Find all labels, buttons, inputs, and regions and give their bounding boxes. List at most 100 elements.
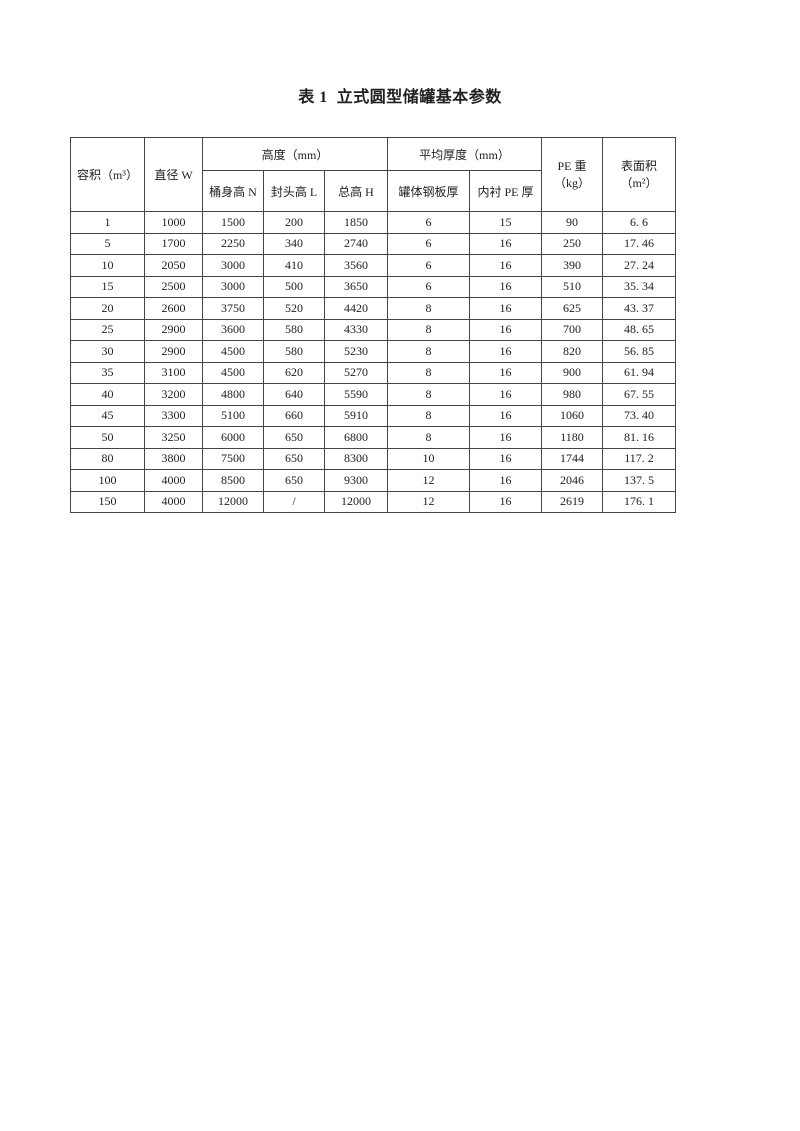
header-pe-lining-thickness: 内衬 PE 厚 <box>468 170 543 212</box>
table-cell: 3300 <box>144 404 203 427</box>
table-cell: 6. 6 <box>602 211 677 234</box>
table-cell: 9300 <box>324 469 388 492</box>
table-cell: 390 <box>541 254 604 277</box>
table-cell: 5590 <box>324 383 388 406</box>
header-row-1: 容积（m³） 直径 W 高度（mm） 平均厚度（mm） PE 重 （kg） 表面… <box>70 137 677 212</box>
table-cell: 4330 <box>324 318 388 341</box>
table-cell: 16 <box>468 232 543 255</box>
table-cell: 8500 <box>202 469 264 492</box>
table-cell: 650 <box>263 426 325 449</box>
table-cell: 5230 <box>324 340 388 363</box>
table-cell: 2500 <box>144 275 203 298</box>
table-cell: 100 <box>70 469 145 492</box>
table-cell: 4500 <box>202 340 264 363</box>
table-cell: 8300 <box>324 447 388 470</box>
table-cell: 1500 <box>202 211 264 234</box>
table-row: 150 4000 12000/12000 12 16 2619 176. 1 <box>70 490 677 513</box>
table-cell: 8 <box>387 383 470 406</box>
table-cell: 3650 <box>324 275 388 298</box>
table-cell: 6800 <box>324 426 388 449</box>
table-row: 40 3200 4800 640 5590 8 16 980 67. 55 <box>70 383 677 406</box>
table-cell: 16 <box>468 275 543 298</box>
table-row: 35 3100 4500 620 5270 8 16 900 61. 94 <box>70 361 677 384</box>
table-cell: 8 <box>387 404 470 427</box>
table-cell: 6 <box>387 254 470 277</box>
table-row: 80 3800 7500 650 8300 10 16 1744 117. 2 <box>70 447 677 470</box>
table-cell: 61. 94 <box>602 361 677 384</box>
table-cell: 980 <box>541 383 604 406</box>
table-cell: 200 <box>263 211 325 234</box>
header-body-height: 桶身高 N <box>202 170 264 212</box>
table-cell: 12000 <box>202 490 264 513</box>
table-cell: 1060 <box>541 404 604 427</box>
header-head-height: 封头高 L <box>263 170 325 212</box>
table-cell: 12 <box>387 469 470 492</box>
table-cell: 6000 <box>202 426 264 449</box>
table-cell: 250 <box>541 232 604 255</box>
table-cell: 27. 24 <box>602 254 677 277</box>
table-body: 1 1000 1500 200 1850 6 15 90 6. 6 5 1700 2250 340 274… <box>70 211 677 513</box>
table-cell: 640 <box>263 383 325 406</box>
table-cell: / <box>263 490 325 513</box>
table-cell: 1744 <box>541 447 604 470</box>
table-cell: 15 <box>468 211 543 234</box>
table-cell: 2619 <box>541 490 604 513</box>
table-cell: 56. 85 <box>602 340 677 363</box>
table-row: 45 3300 5100 660 5910 8 16 1060 73. 40 <box>70 404 677 427</box>
table-cell: 16 <box>468 297 543 320</box>
table-cell: 700 <box>541 318 604 341</box>
table-header: 容积（m³） 直径 W 高度（mm） 平均厚度（mm） PE 重 （kg） 表面… <box>70 137 677 212</box>
table-cell: 16 <box>468 469 543 492</box>
table-cell: 1700 <box>144 232 203 255</box>
table-cell: 820 <box>541 340 604 363</box>
table-cell: 2046 <box>541 469 604 492</box>
header-volume: 容积（m³） <box>70 137 145 212</box>
table-cell: 620 <box>263 361 325 384</box>
table-cell: 4800 <box>202 383 264 406</box>
header-height-group: 高度（mm） <box>202 137 388 171</box>
table-cell: 650 <box>263 469 325 492</box>
table-cell: 500 <box>263 275 325 298</box>
table-cell: 1850 <box>324 211 388 234</box>
table-cell: 137. 5 <box>602 469 677 492</box>
table-cell: 35 <box>70 361 145 384</box>
table-cell: 16 <box>468 426 543 449</box>
table-cell: 340 <box>263 232 325 255</box>
table-cell: 2600 <box>144 297 203 320</box>
table-cell: 3000 <box>202 254 264 277</box>
header-row-2: 桶身高 N 封头高 L 总高 H 罐体钢板厚 内衬 PE 厚 <box>71 170 676 212</box>
header-pe-weight: PE 重 （kg） <box>541 137 604 212</box>
table-cell: 510 <box>541 275 604 298</box>
table-cell: 150 <box>70 490 145 513</box>
table-cell: 7500 <box>202 447 264 470</box>
table-row: 10 2050 3000 410 3560 6 16 390 27. 24 <box>70 254 677 277</box>
table-cell: 3750 <box>202 297 264 320</box>
table-cell: 410 <box>263 254 325 277</box>
table-cell: 16 <box>468 490 543 513</box>
table-cell: 2900 <box>144 340 203 363</box>
table-cell: 580 <box>263 340 325 363</box>
table-cell: 45 <box>70 404 145 427</box>
table-row: 5 1700 2250 340 2740 6 16 250 17. 46 <box>70 232 677 255</box>
table-cell: 15 <box>70 275 145 298</box>
table-cell: 5 <box>70 232 145 255</box>
table-cell: 1180 <box>541 426 604 449</box>
table-caption: 表 1 立式圆型储罐基本参数 <box>298 89 502 106</box>
table-row: 15 2500 3000 500 3650 6 16 510 35. 34 <box>70 275 677 298</box>
table-cell: 2900 <box>144 318 203 341</box>
table-row: 1 1000 1500 200 1850 6 15 90 6. 6 <box>70 211 677 234</box>
table-cell: 4000 <box>144 490 203 513</box>
table-cell: 650 <box>263 447 325 470</box>
table-cell: 16 <box>468 254 543 277</box>
header-thickness-group: 平均厚度（mm） <box>386 137 543 171</box>
table-cell: 17. 46 <box>602 232 677 255</box>
table-cell: 176. 1 <box>602 490 677 513</box>
header-total-height: 总高 H <box>324 170 388 212</box>
table-row: 30 2900 4500 580 5230 8 16 820 56. 85 <box>70 340 677 363</box>
table-cell: 40 <box>70 383 145 406</box>
table-cell: 50 <box>70 426 145 449</box>
table-cell: 16 <box>468 404 543 427</box>
table-row: 50 3250 6000 650 6800 8 16 1180 81. 16 <box>70 426 677 449</box>
table-cell: 8 <box>387 361 470 384</box>
